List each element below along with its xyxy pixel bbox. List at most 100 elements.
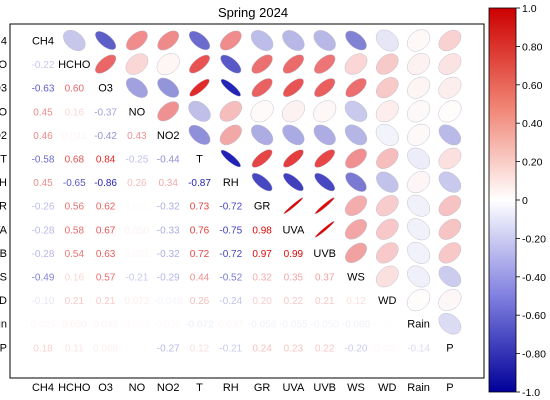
correlation-value: 0.63 xyxy=(96,249,116,260)
column-label: HCHO xyxy=(58,382,91,394)
correlation-ellipse xyxy=(314,220,335,238)
correlation-ellipse xyxy=(407,171,431,194)
correlation-ellipse xyxy=(220,79,241,97)
column-labels: CH4 HCHO O3 NO NO2 T RH GR UVA UVB WS WD Rain P xyxy=(32,382,454,394)
correlation-ellipse xyxy=(95,31,117,50)
row-label: RH xyxy=(0,177,7,189)
correlation-value: -0.72 xyxy=(219,202,242,213)
correlation-ellipse xyxy=(125,53,149,75)
correlation-value: 0.97 xyxy=(252,249,272,260)
column-label: O3 xyxy=(98,382,113,394)
correlation-ellipse xyxy=(407,53,431,76)
correlation-value: -0.24 xyxy=(219,296,242,307)
correlation-value: -0.29 xyxy=(157,273,180,284)
correlation-value: 0.16 xyxy=(65,107,85,118)
correlation-ellipse xyxy=(189,54,210,74)
correlation-ellipse xyxy=(251,124,274,146)
correlation-value: -0.26 xyxy=(32,202,55,213)
correlation-ellipse xyxy=(407,123,431,146)
correlation-ellipse xyxy=(344,124,368,146)
correlation-ellipse xyxy=(219,100,242,122)
correlation-ellipse xyxy=(438,100,462,123)
row-label: Rain xyxy=(0,319,7,331)
correlation-value: 0.24 xyxy=(252,343,272,354)
correlation-value: 0.73 xyxy=(190,202,210,213)
correlation-ellipse xyxy=(407,218,431,241)
correlation-ellipse xyxy=(438,218,462,240)
column-label: CH4 xyxy=(32,382,54,394)
correlation-value: 0.022 xyxy=(156,320,181,331)
correlation-ellipse xyxy=(250,30,274,51)
correlation-ellipse xyxy=(95,54,117,74)
correlation-ellipse xyxy=(283,173,304,192)
correlation-ellipse xyxy=(376,242,399,264)
diagonal-label: UVA xyxy=(282,224,304,236)
correlation-value: 0.21 xyxy=(315,296,335,307)
colorbar-tick-label: 0.80 xyxy=(522,41,543,53)
correlation-ellipse xyxy=(438,53,462,75)
correlation-value: 0.57 xyxy=(96,273,116,284)
correlation-ellipse xyxy=(220,54,242,74)
colorbar-tick-label: -0.40 xyxy=(522,272,546,284)
correlation-ellipse xyxy=(407,241,431,264)
correlation-value: 0.21 xyxy=(96,296,116,307)
correlation-ellipse xyxy=(126,30,148,51)
correlation-ellipse xyxy=(283,149,304,168)
correlation-ellipse xyxy=(283,197,304,215)
correlation-ellipse xyxy=(281,100,305,123)
correlation-ellipse xyxy=(282,54,304,74)
diagonal-label: P xyxy=(446,342,453,354)
correlation-value: 0.22 xyxy=(284,296,304,307)
correlation-value: -0.49 xyxy=(32,273,55,284)
correlation-value: 0.045 xyxy=(93,320,118,331)
correlation-value: -0.58 xyxy=(32,155,55,166)
correlation-ellipse xyxy=(345,219,367,240)
row-label: T xyxy=(0,154,7,166)
correlation-ellipse xyxy=(188,124,211,145)
correlation-value: 0.84 xyxy=(96,155,116,166)
correlation-value: 0.43 xyxy=(127,131,147,142)
correlation-ellipse xyxy=(438,242,462,264)
diagonal-label: WS xyxy=(347,272,365,284)
colorbar-tick-label: -0.80 xyxy=(522,349,546,361)
correlation-value: 0.050 xyxy=(62,320,87,331)
correlation-ellipse xyxy=(345,242,367,263)
column-label: NO xyxy=(129,382,146,394)
correlation-ellipse xyxy=(407,194,431,217)
correlation-ellipse xyxy=(189,78,210,97)
correlation-value: -0.060 xyxy=(342,320,371,331)
correlation-ellipse xyxy=(156,53,180,76)
correlation-ellipse xyxy=(438,29,462,52)
diagonal-label: T xyxy=(196,154,203,166)
correlation-value: 0.041 xyxy=(62,131,87,142)
column-label: WD xyxy=(378,382,396,394)
correlation-value: -0.75 xyxy=(219,225,242,236)
correlation-ellipse xyxy=(344,195,368,216)
correlation-ellipse xyxy=(345,78,367,98)
column-label: UVB xyxy=(313,382,336,394)
correlation-value: 0.45 xyxy=(33,178,53,189)
correlation-ellipse xyxy=(438,76,462,99)
column-label: WS xyxy=(347,382,365,394)
correlation-ellipse xyxy=(251,172,273,192)
correlation-value: -0.21 xyxy=(219,343,242,354)
correlation-ellipse xyxy=(345,172,367,192)
diagonal-label: GR xyxy=(254,201,271,213)
correlation-ellipse xyxy=(375,123,399,146)
matrix-cells: CH4 -0.22 HCHO -0.63 0.60 O3 0.45 0.16 -0.37 NO 0.… xyxy=(30,29,462,354)
correlation-value: -0.86 xyxy=(94,178,117,189)
correlation-value: -0.65 xyxy=(63,178,86,189)
column-label: GR xyxy=(254,382,271,394)
correlation-value: 0.010 xyxy=(375,320,400,331)
correlation-value: 0.98 xyxy=(252,225,272,236)
correlation-ellipse xyxy=(376,218,399,240)
row-label: HCHO xyxy=(0,59,7,71)
correlation-value: -0.27 xyxy=(157,343,180,354)
correlation-value: 0.67 xyxy=(96,225,116,236)
correlation-value: -0.072 xyxy=(185,320,214,331)
diagonal-label: HCHO xyxy=(58,59,91,71)
correlation-ellipse xyxy=(157,101,180,122)
chart-title: Spring 2024 xyxy=(218,5,288,20)
correlation-ellipse xyxy=(314,172,336,192)
row-label: O3 xyxy=(0,83,7,95)
